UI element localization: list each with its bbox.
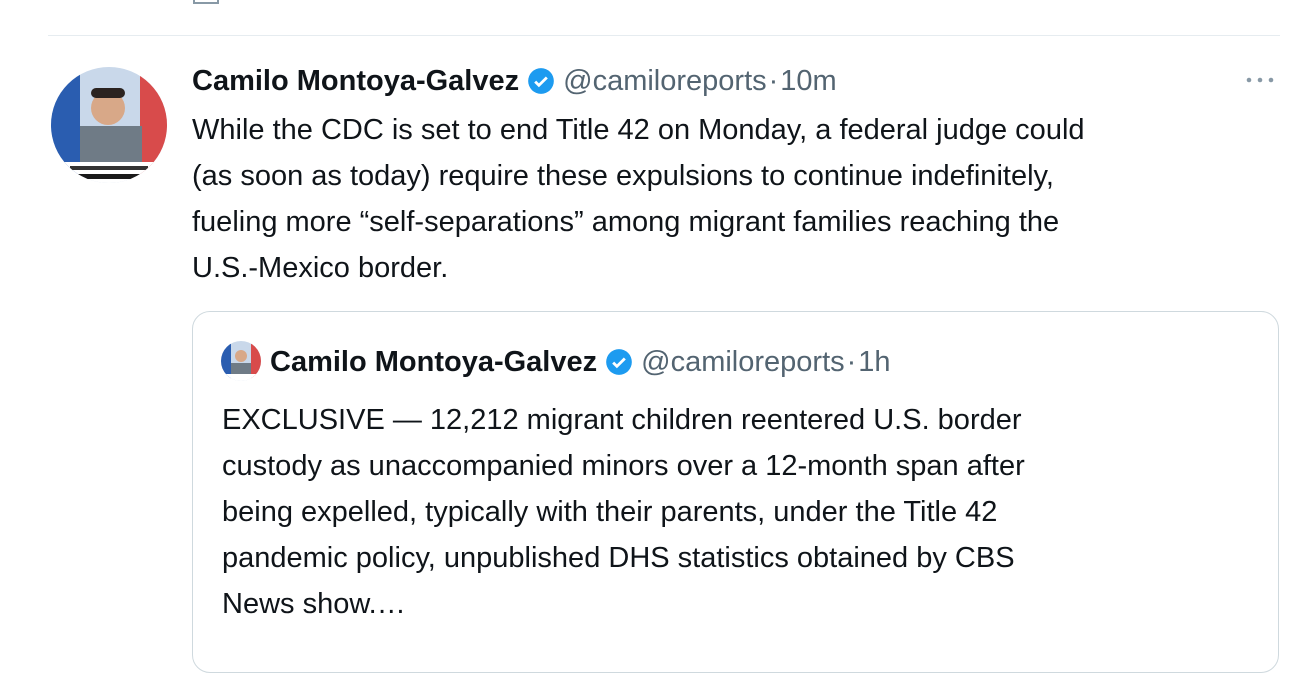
verified-badge xyxy=(528,68,554,94)
text-line: News show.… xyxy=(222,588,406,620)
separator: · xyxy=(768,64,779,97)
text-line: (as soon as today) require these expulsi… xyxy=(192,160,1054,192)
quoted-text: EXCLUSIVE — 12,212 migrant children reen… xyxy=(222,397,1025,627)
quoted-handle: @camiloreports xyxy=(641,345,845,378)
text-line: pandemic policy, unpublished DHS statist… xyxy=(222,542,1015,574)
quoted-avatar xyxy=(221,341,261,381)
avatar[interactable] xyxy=(50,66,168,184)
text-line: fueling more “self-separations” among mi… xyxy=(192,206,1060,238)
timestamp[interactable]: 10m xyxy=(780,64,837,97)
quoted-header: Camilo Montoya-Galvez @camiloreports · 1h xyxy=(270,343,891,381)
quoted-author-name: Camilo Montoya-Galvez xyxy=(270,345,598,378)
text-line: While the CDC is set to end Title 42 on … xyxy=(192,114,1085,146)
text-line: custody as unaccompanied minors over a 1… xyxy=(222,450,1025,482)
handle[interactable]: @camiloreports xyxy=(563,64,767,97)
text-line: EXCLUSIVE — 12,212 migrant children reen… xyxy=(222,404,1022,436)
separator: · xyxy=(846,345,857,378)
verified-badge xyxy=(606,349,632,375)
text-line: being expelled, typically with their par… xyxy=(222,496,998,528)
tweet-text: While the CDC is set to end Title 42 on … xyxy=(192,107,1085,291)
author-name[interactable]: Camilo Montoya-Galvez xyxy=(192,64,520,97)
text-line: U.S.-Mexico border. xyxy=(192,252,449,284)
top-icon-fragment xyxy=(193,0,219,4)
divider xyxy=(48,35,1280,36)
page: Camilo Montoya-Galvez @camiloreports · 10m… xyxy=(48,0,1280,673)
quoted-timestamp: 1h xyxy=(858,345,891,378)
more-menu[interactable] xyxy=(1244,74,1276,86)
tweet-header: Camilo Montoya-Galvez @camiloreports · 10m xyxy=(192,62,837,100)
